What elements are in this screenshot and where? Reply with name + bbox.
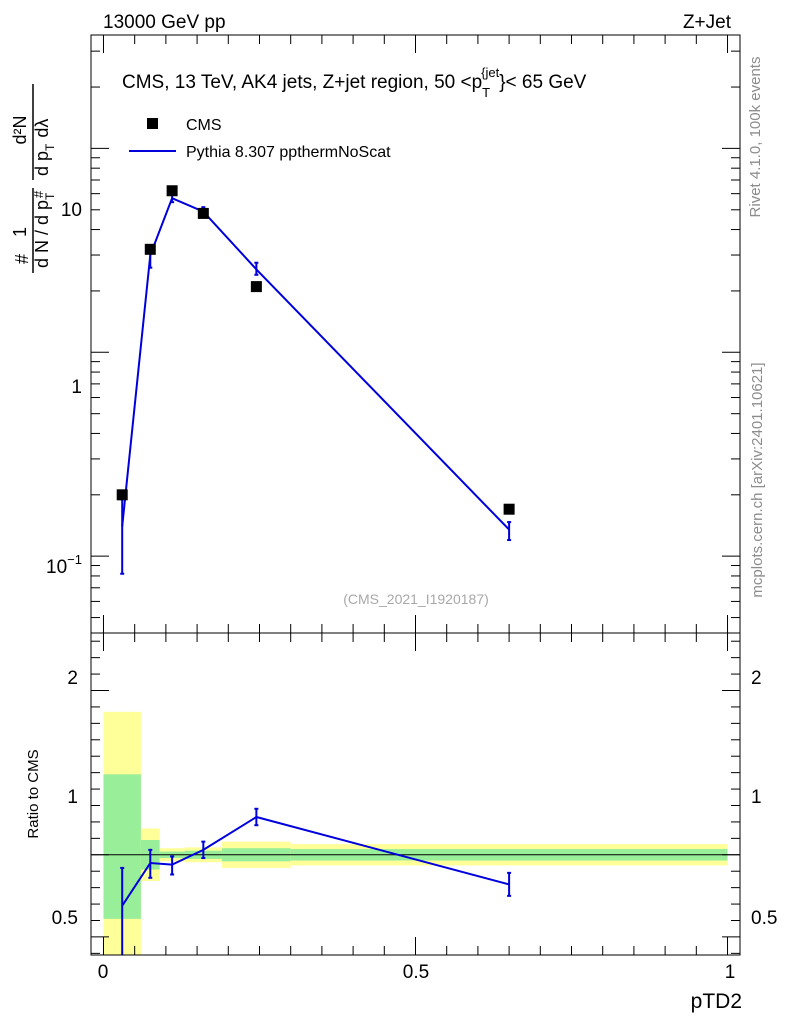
main-panel: 10−1 1 10 CMS, 13 TeV, AK4 jets, Z+jet r… [10, 34, 741, 634]
legend-label-cms: CMS [186, 117, 222, 134]
xtick-label-0.5: 0.5 [403, 962, 429, 983]
ratio-uncertainty-bands [103, 711, 728, 955]
main-axis-ticks [91, 35, 740, 633]
ratio-ytick-label-1-right: 1 [751, 787, 762, 808]
svg-text:1: 1 [10, 227, 30, 237]
main-data-layer [116, 185, 515, 575]
ratio-ytick-label-2-right: 2 [751, 668, 762, 689]
side-text-top: Rivet 4.1.0, 100k events [747, 57, 764, 218]
legend-marker-cms [147, 118, 158, 129]
ratio-axis-ticks [91, 633, 740, 955]
analysis-watermark: (CMS_2021_I1920187) [343, 591, 489, 607]
pythia-curve [121, 196, 510, 531]
ratio-frame [90, 632, 741, 956]
ratio-ytick-label-1-left: 1 [67, 787, 78, 808]
x-axis-label: pTD2 [691, 990, 742, 1013]
chart-title: CMS, 13 TeV, AK4 jets, Z+jet region, 50 … [122, 65, 587, 100]
cms-point-5 [503, 503, 515, 515]
cms-point-1 [144, 243, 156, 255]
xtick-label-0: 0 [98, 962, 109, 983]
ratio-ytick-label-2-left: 2 [67, 668, 78, 689]
svg-text:d N / d pT: d N / d pT [32, 192, 57, 268]
cms-point-2 [166, 185, 178, 197]
ytick-label-1: 1 [71, 377, 82, 398]
header-left: 13000 GeV pp [103, 12, 226, 33]
svg-text:d pTdλ: d pTdλ [32, 119, 57, 176]
ytick-label-10: 10 [61, 200, 82, 221]
main-ylabel: # 1 d N / d pT # d²N d pTdλ [10, 84, 57, 273]
svg-text:d²N: d²N [10, 115, 30, 144]
ratio-panel: 2 1 0.5 2 1 0.5 0 0.5 1 pTD2 Ratio to CM… [25, 632, 777, 1013]
ratio-ytick-label-0.5-right: 0.5 [751, 908, 777, 929]
cms-point-4 [250, 281, 262, 293]
xtick-label-1: 1 [725, 962, 736, 983]
ratio-ytick-label-0.5-left: 0.5 [52, 908, 78, 929]
ytick-label-0.1: 10−1 [46, 552, 82, 578]
header-right: Z+Jet [683, 12, 732, 33]
svg-text:#: # [12, 254, 32, 264]
svg-text:#: # [31, 190, 46, 198]
cms-point-0 [116, 489, 128, 501]
side-text-bottom: mcplots.cern.ch [arXiv:2401.10621] [749, 362, 766, 597]
legend-label-pythia: Pythia 8.307 ppthermNoScat [186, 144, 391, 161]
ratio-curve [121, 815, 510, 907]
ratio-y-axis-label: Ratio to CMS [25, 749, 42, 838]
ratio-data-layer [120, 807, 512, 955]
cms-point-3 [197, 207, 209, 219]
